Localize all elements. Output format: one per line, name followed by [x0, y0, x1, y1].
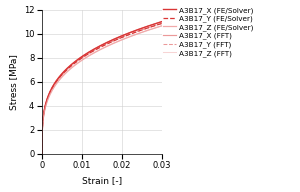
A3B17_X (FE/Solver): [111, 39, 115, 41]
A3B17_Y (FFT): [61, 72, 65, 74]
A3B17_Z (FE/Solver): [130, 35, 134, 37]
A3B17_X (FFT): [160, 21, 164, 23]
A3B17_Z (FFT): [61, 74, 65, 77]
A3B17_Z (FE/Solver): [120, 39, 124, 41]
Line: A3B17_Z (FE/Solver): A3B17_Z (FE/Solver): [42, 26, 162, 154]
A3B17_X (FE/Solver): [160, 21, 164, 23]
Line: A3B17_Y (FFT): A3B17_Y (FFT): [42, 23, 162, 154]
A3B17_X (FE/Solver): [120, 35, 124, 37]
A3B17_Y (FFT): [94, 48, 98, 50]
A3B17_Z (FE/Solver): [40, 152, 44, 155]
A3B17_X (FE/Solver): [130, 31, 134, 33]
A3B17_Y (FFT): [71, 63, 75, 66]
X-axis label: Strain [-]: Strain [-]: [82, 176, 122, 185]
A3B17_X (FFT): [71, 62, 75, 65]
A3B17_X (FE/Solver): [61, 71, 65, 74]
A3B17_Y (FE/Solver): [71, 63, 75, 66]
A3B17_Z (FFT): [160, 25, 164, 27]
Line: A3B17_Y (FE/Solver): A3B17_Y (FE/Solver): [42, 23, 162, 154]
Line: A3B17_Z (FFT): A3B17_Z (FFT): [42, 26, 162, 154]
A3B17_X (FFT): [94, 47, 98, 49]
A3B17_Z (FE/Solver): [94, 50, 98, 53]
A3B17_Y (FFT): [160, 22, 164, 25]
A3B17_Z (FFT): [120, 39, 124, 41]
Y-axis label: Stress [MPa]: Stress [MPa]: [9, 54, 18, 110]
A3B17_X (FFT): [61, 71, 65, 74]
Legend: A3B17_X (FE/Solver), A3B17_Y (FE/Solver), A3B17_Z (FE/Solver), A3B17_X (FFT), A3: A3B17_X (FE/Solver), A3B17_Y (FE/Solver)…: [163, 7, 254, 57]
A3B17_Z (FE/Solver): [111, 42, 115, 45]
A3B17_X (FFT): [111, 39, 115, 41]
A3B17_X (FFT): [40, 152, 44, 155]
A3B17_Z (FFT): [94, 50, 98, 53]
A3B17_Y (FE/Solver): [61, 72, 65, 74]
A3B17_Z (FFT): [71, 66, 75, 68]
A3B17_Z (FE/Solver): [160, 25, 164, 27]
A3B17_X (FFT): [130, 31, 134, 33]
A3B17_X (FE/Solver): [71, 62, 75, 65]
Line: A3B17_X (FE/Solver): A3B17_X (FE/Solver): [42, 22, 162, 154]
A3B17_Y (FFT): [111, 40, 115, 42]
A3B17_Z (FFT): [130, 35, 134, 37]
A3B17_Z (FE/Solver): [61, 74, 65, 77]
A3B17_Y (FFT): [130, 32, 134, 35]
A3B17_Y (FE/Solver): [120, 36, 124, 38]
A3B17_X (FE/Solver): [40, 152, 44, 155]
A3B17_Y (FE/Solver): [160, 22, 164, 25]
A3B17_X (FFT): [120, 35, 124, 37]
A3B17_Y (FE/Solver): [40, 152, 44, 155]
A3B17_Y (FE/Solver): [94, 48, 98, 50]
A3B17_Z (FFT): [40, 152, 44, 155]
Line: A3B17_X (FFT): A3B17_X (FFT): [42, 22, 162, 154]
A3B17_Y (FFT): [40, 152, 44, 155]
A3B17_Y (FFT): [120, 36, 124, 38]
A3B17_Z (FE/Solver): [71, 66, 75, 68]
A3B17_Z (FFT): [111, 42, 115, 45]
A3B17_Y (FE/Solver): [130, 32, 134, 35]
A3B17_X (FE/Solver): [94, 47, 98, 49]
A3B17_Y (FE/Solver): [111, 40, 115, 42]
